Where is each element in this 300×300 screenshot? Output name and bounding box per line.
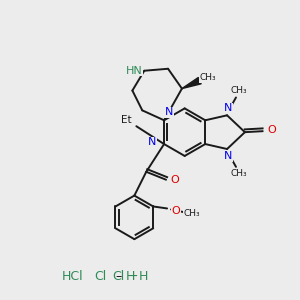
Text: N: N <box>224 103 232 113</box>
Text: Cl: Cl <box>94 270 106 283</box>
Text: CH₃: CH₃ <box>231 86 247 95</box>
Text: Cl: Cl <box>112 270 124 283</box>
Text: O: O <box>171 175 179 185</box>
Text: CH₃: CH₃ <box>184 209 200 218</box>
Text: N: N <box>148 137 156 147</box>
Text: N: N <box>224 151 232 161</box>
Text: Et: Et <box>121 115 132 125</box>
Text: O: O <box>267 125 276 135</box>
Text: HN: HN <box>126 66 143 76</box>
Text: –: – <box>115 270 122 283</box>
Text: −: − <box>128 270 138 283</box>
Text: N: N <box>165 107 173 117</box>
Polygon shape <box>182 77 201 88</box>
Text: O: O <box>172 206 180 216</box>
Text: H: H <box>138 270 148 283</box>
Text: CH₃: CH₃ <box>200 73 216 82</box>
Text: HCl: HCl <box>62 270 83 283</box>
Text: H: H <box>125 270 135 283</box>
Text: CH₃: CH₃ <box>231 169 247 178</box>
